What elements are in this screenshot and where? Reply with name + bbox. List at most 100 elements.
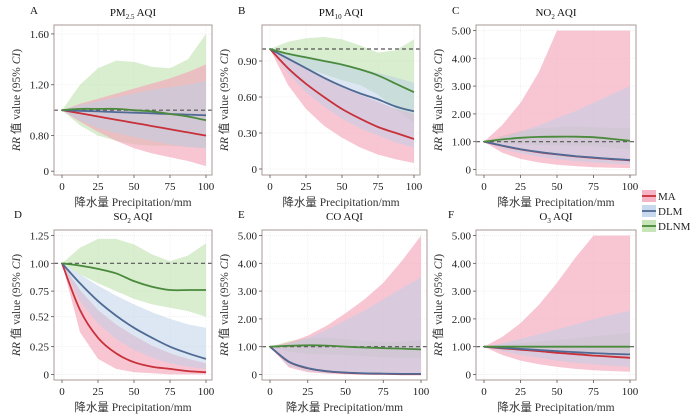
plot-frame xyxy=(261,229,428,381)
y-tick-label: 0 xyxy=(252,369,258,381)
panel-letter: E xyxy=(238,209,245,221)
legend-item-ma: MA xyxy=(642,190,676,203)
ci-ribbon-dlm xyxy=(62,263,206,369)
y-tick-label: 1.00 xyxy=(452,342,472,354)
x-axis-label: 降水量 Precipitation/mm xyxy=(74,400,191,414)
x-tick-label: 50 xyxy=(340,386,352,398)
legend-item-dlnm: DLNM xyxy=(642,220,691,233)
plot-frame xyxy=(475,229,637,381)
legend-item-dlm: DLM xyxy=(642,205,683,218)
y-tick-label: 2.00 xyxy=(238,314,258,326)
x-tick-label: 25 xyxy=(515,181,527,193)
y-tick-label: 1.60 xyxy=(30,29,50,41)
x-tick-label: 50 xyxy=(129,181,141,193)
panel-title: CO AQI xyxy=(326,211,363,223)
x-tick-label: 50 xyxy=(129,386,141,398)
x-tick-label: 100 xyxy=(413,386,430,398)
y-tick-label: 5.00 xyxy=(238,231,258,243)
ci-ribbons xyxy=(62,238,206,375)
panel-letter: D xyxy=(14,209,22,221)
x-tick-label: 50 xyxy=(552,386,564,398)
y-tick-label: 0 xyxy=(466,369,472,381)
x-tick-label: 100 xyxy=(622,386,639,398)
y-tick-label: 2.00 xyxy=(452,314,472,326)
y-tick-label: 1.00 xyxy=(30,258,50,270)
y-tick-label: 3.00 xyxy=(238,286,258,298)
series-lines xyxy=(61,262,207,374)
ci-ribbon-dlnm xyxy=(62,238,206,317)
panel-f: 0 25 50 75 100 0 1.00 2.00 3.00 4.00 5.00 F O3 AQI 降水… xyxy=(432,209,639,414)
ci-ribbons xyxy=(270,37,414,163)
x-tick-label: 0 xyxy=(481,386,487,398)
y-axis-label: RR 值 value (95% CI) xyxy=(10,49,23,152)
series-line-dlm xyxy=(61,109,207,117)
panel-title: PM10 AQI xyxy=(319,7,364,21)
series-lines xyxy=(483,345,631,359)
plot-frame xyxy=(53,229,213,381)
y-tick-label: 0 xyxy=(44,369,50,381)
x-tick-label: 0 xyxy=(59,386,65,398)
x-tick-label: 0 xyxy=(59,181,65,193)
x-tick-label: 75 xyxy=(373,181,385,193)
panel-e: 0 25 50 75 100 0 1.00 2.00 3.00 4.00 5.00 E CO AQI 降水… xyxy=(218,209,430,414)
panel-c: 0 25 50 75 100 0 1.00 2.00 3.00 4.00 5.00 C NO2 AQI 降… xyxy=(432,5,639,209)
panel-letter: B xyxy=(238,5,245,17)
series-line-dlnm xyxy=(61,262,206,292)
x-tick-label: 75 xyxy=(165,386,177,398)
legend-label: DLNM xyxy=(658,221,691,233)
y-tick-label: 0.30 xyxy=(238,128,258,140)
x-tick-label: 0 xyxy=(267,181,273,193)
legend-label: DLM xyxy=(658,206,683,218)
ci-ribbons xyxy=(62,33,206,167)
ci-ribbon-ma xyxy=(62,263,206,375)
series-lines xyxy=(269,344,422,376)
ci-ribbon-dlm xyxy=(270,49,414,148)
series-line-ma xyxy=(61,263,207,374)
y-tick-label: 4.00 xyxy=(452,53,472,65)
series-line-dlm xyxy=(483,140,631,161)
y-tick-label: 1.20 xyxy=(30,80,50,92)
plot-frame xyxy=(261,24,421,176)
series-line-ma xyxy=(61,109,207,137)
x-axis-label: 降水量 Precipitation/mm xyxy=(497,400,614,414)
x-axis-label: 降水量 Precipitation/mm xyxy=(74,195,191,209)
ci-ribbons xyxy=(484,30,630,169)
x-tick-label: 100 xyxy=(198,386,215,398)
series-line-dlnm xyxy=(269,344,422,351)
x-axis-label: 降水量 Precipitation/mm xyxy=(282,195,399,209)
y-tick-label: 0.80 xyxy=(30,131,50,143)
legend: MA DLM DLNM xyxy=(642,190,691,233)
panel-d: 0 25 50 75 100 0 0.25 0.52 0.75 1.00 1.25 D SO2 AQI 降… xyxy=(10,209,215,414)
y-tick-label: 0.75 xyxy=(30,286,50,298)
y-tick-label: 0 xyxy=(44,166,50,178)
x-tick-label: 75 xyxy=(588,181,600,193)
panel-title: PM2.5 AQI xyxy=(110,7,157,21)
x-tick-label: 50 xyxy=(337,181,349,193)
series-lines xyxy=(483,135,631,162)
panel-letter: F xyxy=(448,209,454,221)
y-tick-label: 5.00 xyxy=(452,26,472,38)
x-tick-label: 100 xyxy=(622,181,639,193)
y-axis-label: RR 值 value (95% CI) xyxy=(218,254,231,357)
x-tick-label: 0 xyxy=(267,386,273,398)
series-line-dlm xyxy=(483,345,631,356)
y-tick-label: 0 xyxy=(252,164,258,176)
panel-title: O3 AQI xyxy=(539,211,572,225)
x-tick-label: 25 xyxy=(515,386,527,398)
x-tick-label: 25 xyxy=(301,181,313,193)
plot-frame xyxy=(475,24,637,176)
x-tick-label: 25 xyxy=(93,181,105,193)
x-tick-label: 25 xyxy=(93,386,105,398)
series-line-dlnm xyxy=(483,135,631,143)
y-tick-label: 1.00 xyxy=(238,342,258,354)
series-line-dlnm xyxy=(61,107,207,122)
y-tick-label: 0.90 xyxy=(238,56,258,68)
panel-letter: C xyxy=(452,5,459,17)
series-line-dlm xyxy=(61,262,207,360)
x-axis-label: 降水量 Precipitation/mm xyxy=(497,195,614,209)
y-axis-label: RR 值 value (95% CI) xyxy=(432,49,445,152)
series-line-dlnm xyxy=(269,48,415,94)
y-tick-label: 3.00 xyxy=(452,81,472,93)
panel-title: SO2 AQI xyxy=(113,211,153,225)
